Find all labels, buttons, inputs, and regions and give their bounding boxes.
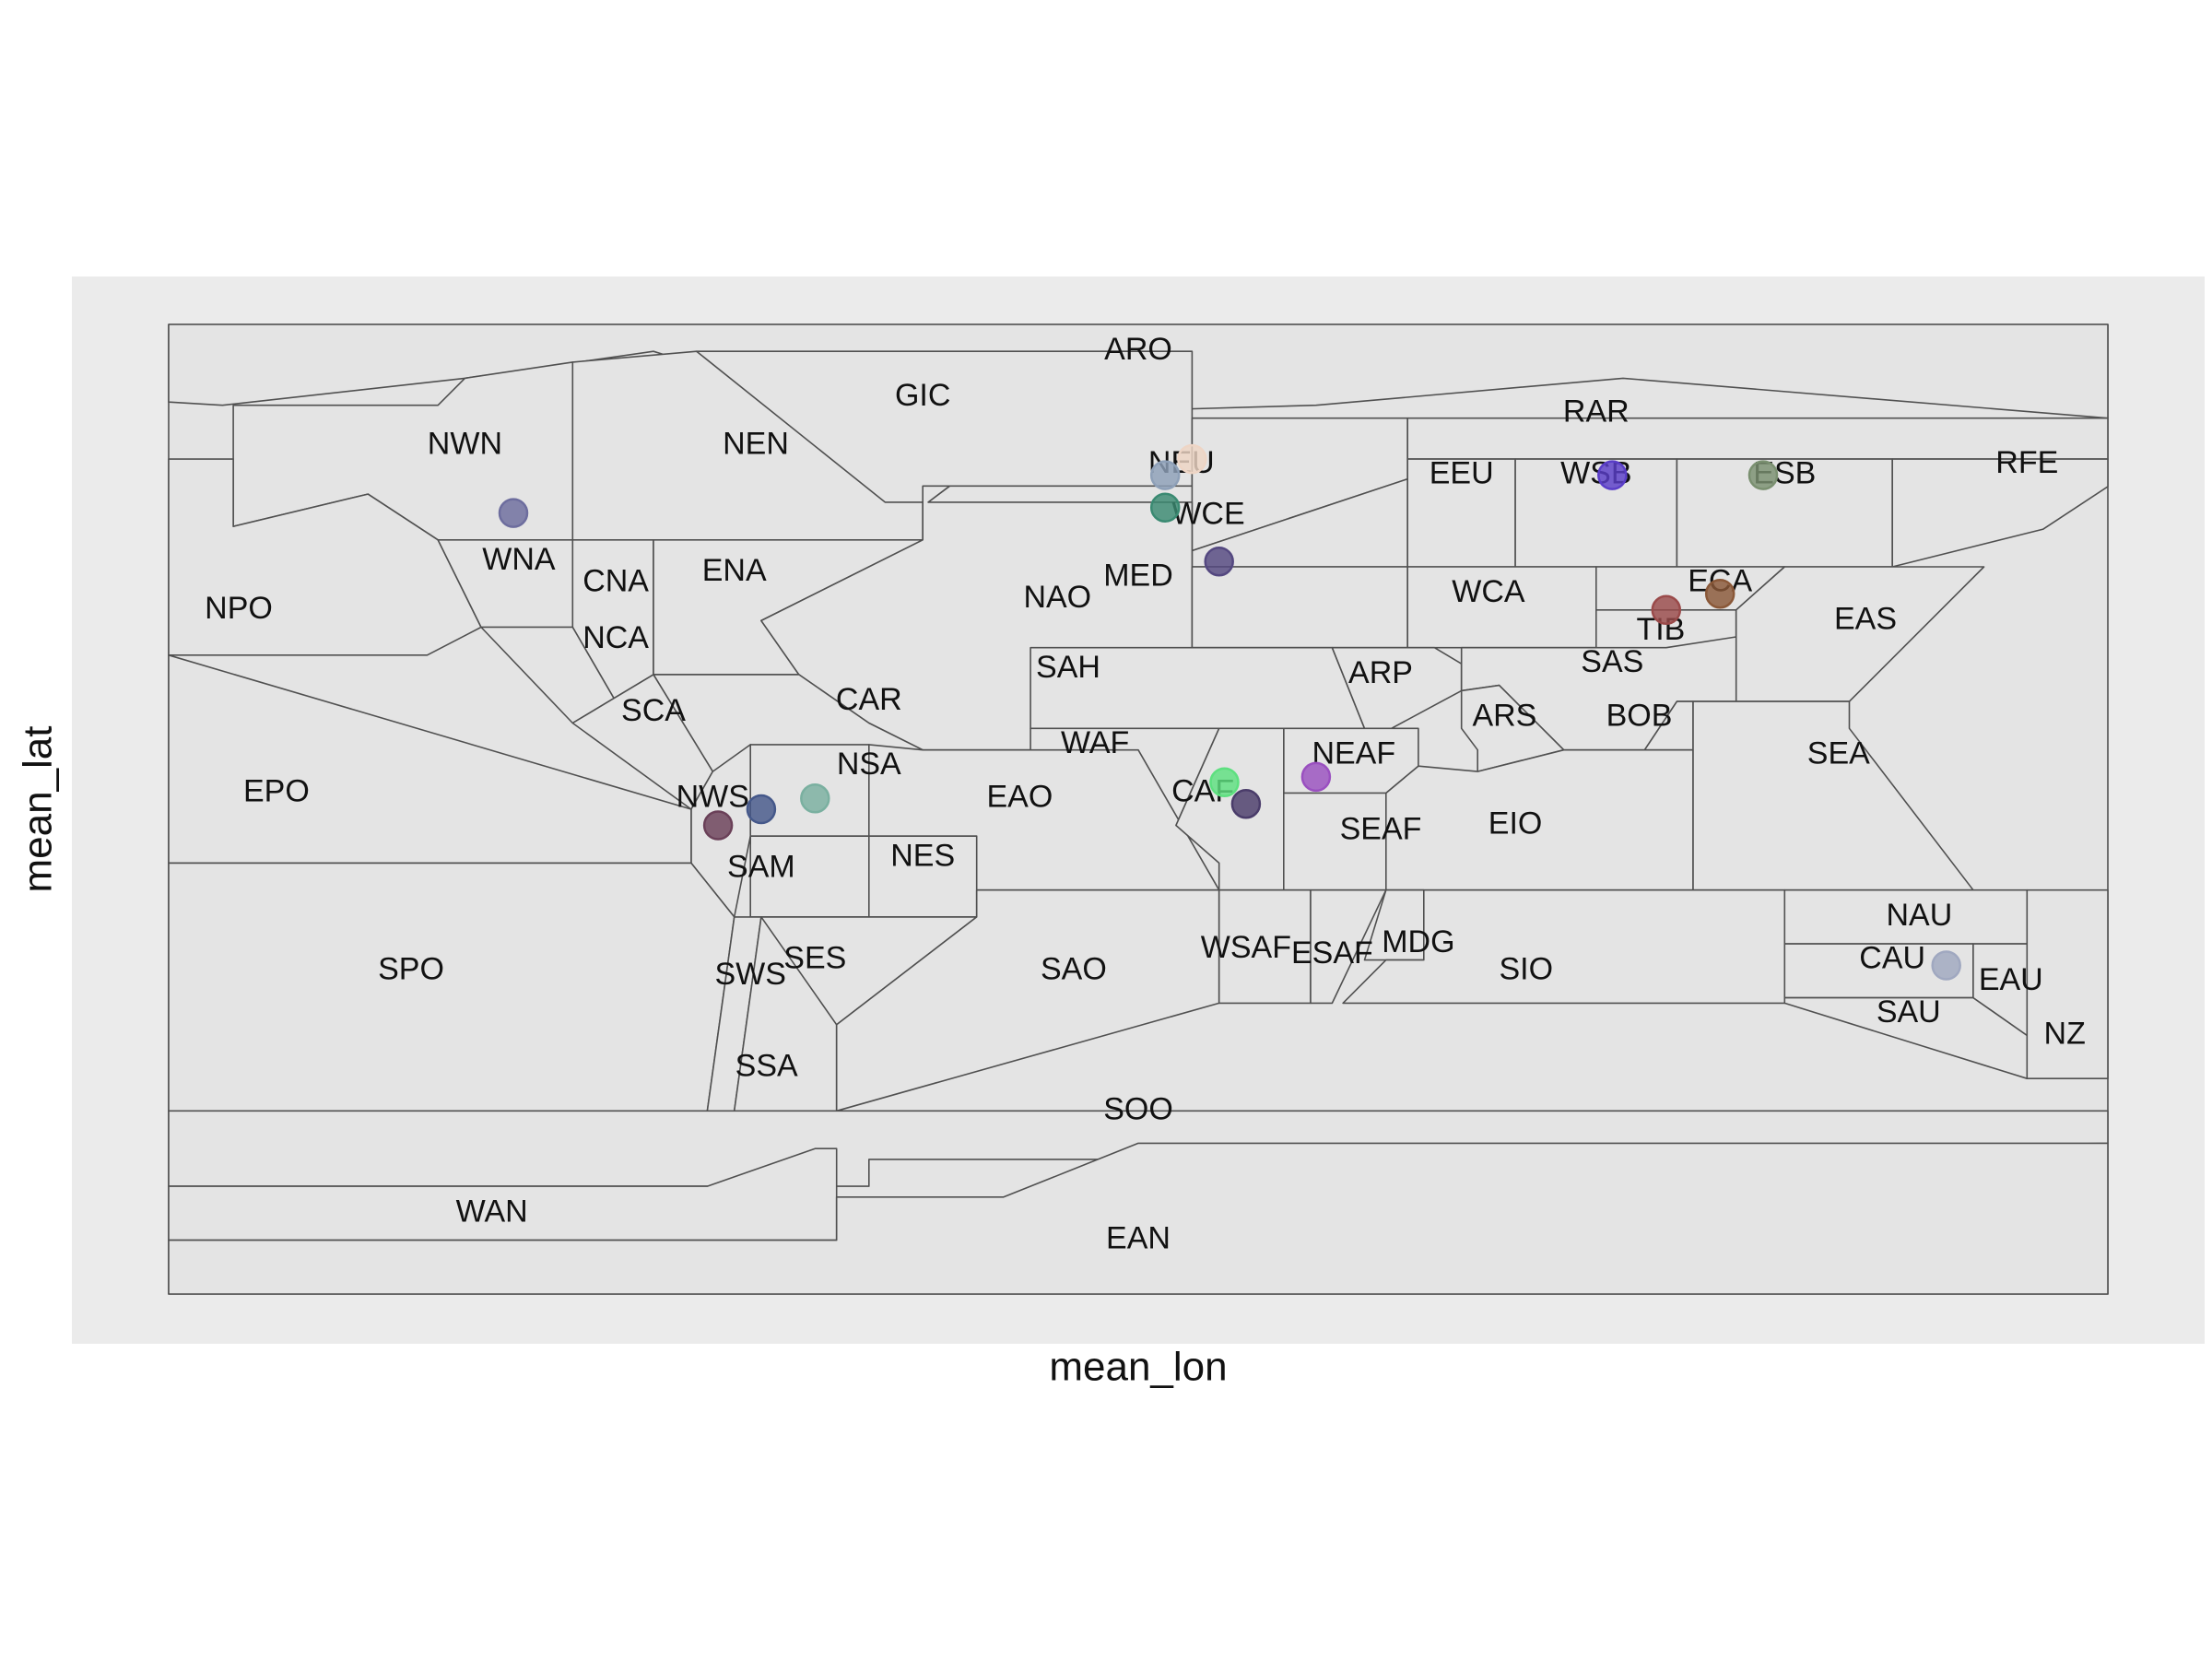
region-label-nao: NAO: [1023, 580, 1091, 615]
region-label-wan: WAN: [456, 1194, 528, 1229]
region-label-npo: NPO: [205, 591, 273, 626]
data-point-neaf-11: [1300, 761, 1332, 793]
region-med: [1191, 566, 1408, 649]
data-point-caf-10: [1230, 788, 1262, 819]
region-labels: ARONWNNENGICNEUWCERAREEUWSBESBRFENPOWNAC…: [205, 332, 2086, 1255]
region-label-spo: SPO: [378, 951, 444, 986]
data-point-wsb-5: [1597, 460, 1628, 490]
region-label-arp: ARP: [1348, 655, 1413, 690]
region-label-sca: SCA: [621, 693, 686, 728]
region-label-cau: CAU: [1859, 941, 1925, 976]
region-label-eau: EAU: [1979, 962, 2043, 997]
region-label-nca: NCA: [582, 620, 649, 655]
region-label-sea: SEA: [1807, 736, 1870, 771]
region-label-wce: WCE: [1171, 496, 1244, 531]
data-point-wna-0: [498, 498, 529, 528]
data-point-cau-15: [1931, 950, 1961, 981]
x-axis-title: mean_lon: [1049, 1345, 1227, 1390]
region-label-nz: NZ: [2044, 1016, 2086, 1051]
region-label-ses: SES: [783, 941, 846, 976]
region-label-ean: EAN: [1106, 1221, 1171, 1256]
region-label-med: MED: [1103, 559, 1173, 594]
data-point-wce-3: [1149, 492, 1181, 523]
region-label-mdg: MDG: [1382, 924, 1454, 959]
data-point-neu-1: [1177, 443, 1207, 475]
region-label-wca: WCA: [1452, 574, 1525, 609]
region-label-wna: WNA: [482, 542, 556, 577]
region-esaf: [1310, 888, 1387, 1005]
region-label-ars: ARS: [1472, 699, 1536, 734]
region-ean: [168, 1142, 2109, 1295]
region-label-waf: WAF: [1061, 725, 1129, 760]
region-label-sau: SAU: [1877, 994, 1941, 1030]
region-label-cna: CNA: [582, 563, 649, 598]
data-points: [498, 443, 1961, 981]
region-rfe: [1891, 458, 2109, 568]
data-point-nws-14: [702, 810, 734, 841]
region-label-sio: SIO: [1500, 951, 1554, 986]
region-label-ssa: SSA: [735, 1048, 798, 1083]
data-point-nsa-12: [800, 783, 830, 814]
region-label-nen: NEN: [723, 426, 789, 461]
region-label-rar: RAR: [1563, 394, 1630, 429]
region-label-soo: SOO: [1103, 1091, 1173, 1126]
region-label-sah: SAH: [1036, 650, 1100, 685]
region-label-eao: EAO: [986, 779, 1053, 814]
region-label-ena: ENA: [702, 553, 767, 588]
data-point-tib-8: [1651, 594, 1682, 626]
region-label-rfe: RFE: [1995, 445, 2058, 480]
region-label-sam: SAM: [727, 849, 795, 884]
region-polygons: [168, 324, 2109, 1295]
region-label-wsaf: WSAF: [1201, 930, 1291, 965]
data-point-esb-6: [1747, 460, 1779, 490]
data-point-eca-7: [1704, 578, 1735, 609]
region-label-eas: EAS: [1834, 601, 1897, 636]
region-label-nes: NES: [890, 839, 955, 874]
region-label-sao: SAO: [1041, 951, 1107, 986]
data-point-caf-9: [1209, 767, 1240, 798]
data-point-nws-13: [746, 794, 777, 825]
region-label-car: CAR: [836, 682, 902, 717]
region-label-nwn: NWN: [428, 426, 502, 461]
region-label-epo: EPO: [243, 773, 310, 808]
region-label-sws: SWS: [714, 957, 785, 992]
region-label-nsa: NSA: [837, 747, 901, 782]
region-label-esaf: ESAF: [1291, 935, 1373, 971]
region-spo: [168, 862, 735, 1112]
region-label-eio: EIO: [1488, 806, 1543, 841]
region-label-nau: NAU: [1887, 898, 1953, 933]
data-point-neu-2: [1149, 460, 1181, 490]
region-label-aro: ARO: [1104, 332, 1172, 367]
region-label-nws: NWS: [677, 779, 749, 814]
region-label-eeu: EEU: [1430, 456, 1494, 491]
region-label-neaf: NEAF: [1312, 736, 1395, 771]
data-point-med-4: [1204, 546, 1234, 577]
region-label-seaf: SEAF: [1340, 811, 1422, 846]
region-label-bob: BOB: [1606, 699, 1673, 734]
y-axis-title: mean_lat: [16, 725, 61, 892]
region-label-gic: GIC: [895, 378, 950, 413]
region-nz: [2026, 888, 2109, 1079]
region-label-sas: SAS: [1581, 644, 1643, 679]
